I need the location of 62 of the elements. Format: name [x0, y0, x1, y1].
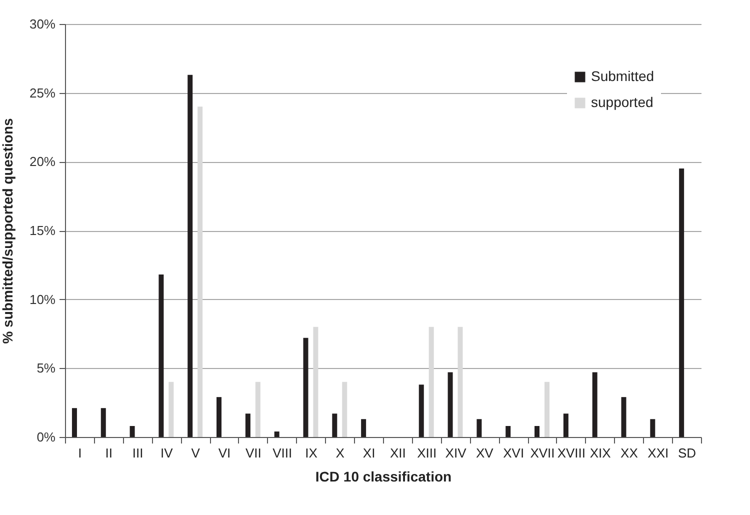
y-tick-label: 15% [29, 223, 56, 238]
bar [158, 274, 164, 437]
bar [216, 397, 222, 437]
bar [168, 382, 174, 437]
x-tick-label: XIX [590, 446, 612, 460]
bar [428, 326, 434, 437]
bar [332, 414, 338, 437]
y-tick-label: 5% [36, 360, 56, 376]
x-tick-label: III [132, 446, 144, 460]
bar [245, 414, 250, 437]
x-tick-label: VI [218, 446, 231, 460]
bar [458, 326, 463, 437]
x-axis-title: ICD 10 classification [315, 468, 452, 484]
x-tick-label: IV [160, 446, 174, 460]
bar [621, 397, 626, 437]
legend-label: supported [591, 94, 654, 110]
bar [592, 372, 598, 437]
x-tick-label: XVII [530, 446, 555, 460]
y-axis-title: % submitted/supported questions [0, 118, 16, 344]
bar [361, 419, 366, 437]
bar [544, 382, 550, 437]
bar [506, 426, 511, 437]
bar [188, 74, 193, 437]
x-tick-label: XVI [503, 446, 524, 460]
bar [563, 414, 568, 437]
bar [679, 168, 684, 437]
bar [448, 372, 453, 437]
bar [100, 408, 106, 437]
x-tick-label: XII [390, 446, 406, 460]
x-tick-label: XXI [648, 446, 669, 460]
bar [303, 338, 308, 437]
bar [274, 431, 280, 437]
bar [650, 419, 656, 437]
y-tick-label: 20% [29, 154, 56, 170]
x-tick-label: V [191, 446, 200, 460]
x-tick-label: II [105, 446, 112, 460]
bar [418, 384, 424, 437]
bar [313, 326, 318, 437]
y-tick-label: 25% [29, 85, 56, 100]
bar [255, 382, 260, 437]
bar [476, 419, 482, 437]
y-tick-label: 0% [36, 430, 56, 444]
x-tick-label: XX [620, 446, 638, 460]
x-tick-label: XVIII [557, 446, 586, 460]
x-tick-label: XIII [417, 446, 437, 460]
bar [342, 382, 348, 437]
x-tick-label: VII [245, 446, 262, 460]
bar [130, 426, 135, 437]
x-tick-label: XIV [445, 446, 467, 460]
x-tick-label: XV [476, 446, 494, 460]
x-tick-label: I [78, 446, 82, 460]
x-tick-label: VIII [272, 446, 292, 460]
x-tick-label: SD [678, 446, 696, 460]
bar [72, 408, 77, 437]
bar [534, 426, 540, 437]
bar [198, 106, 203, 437]
x-tick-label: XI [362, 446, 376, 460]
x-tick-label: X [336, 446, 345, 460]
legend-label: Submitted [591, 68, 654, 84]
y-tick-label: 10% [29, 292, 56, 307]
y-tick-label: 30% [29, 16, 56, 32]
x-tick-label: IX [305, 446, 318, 460]
